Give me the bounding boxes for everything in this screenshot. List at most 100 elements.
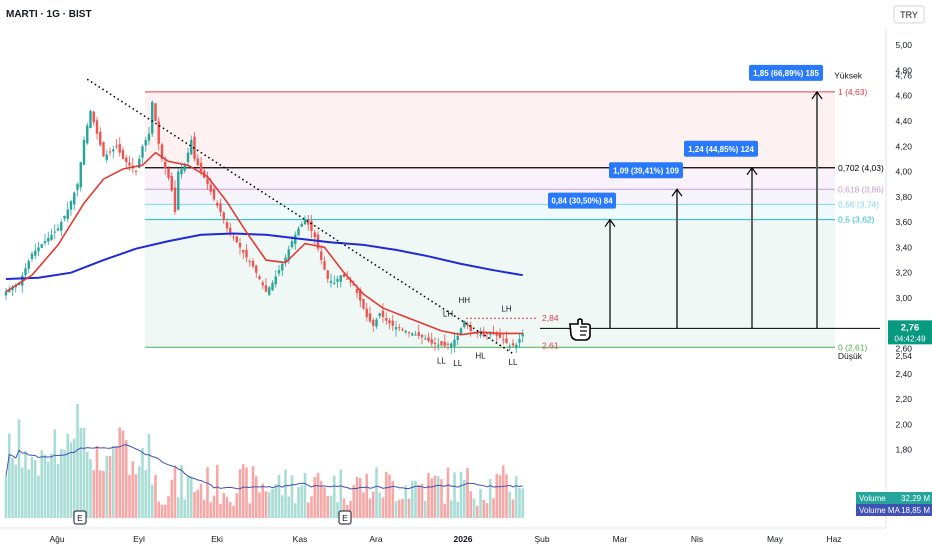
- candle-body: [105, 154, 108, 160]
- candle-body: [164, 161, 167, 169]
- volume-bar: [228, 502, 232, 518]
- candle-body: [365, 308, 368, 317]
- fib-level-label: 1 (4,63): [838, 87, 867, 97]
- time-tick-label: Ara: [369, 534, 383, 544]
- volume-bar: [33, 459, 37, 518]
- target-box-label: 1,24 (44,85%) 124: [688, 145, 754, 154]
- volume-bar: [141, 447, 144, 518]
- candle-body: [102, 142, 105, 157]
- volume-bar: [501, 465, 505, 518]
- target-arrow-head: [746, 166, 758, 176]
- volume-bar: [157, 501, 161, 518]
- volume-bar: [222, 493, 226, 518]
- candle-body: [355, 288, 359, 293]
- volume-bar: [453, 472, 456, 518]
- candle-body: [307, 220, 310, 225]
- volume-bar: [102, 471, 105, 518]
- fib-level-label: 0,5 (3,62): [838, 215, 875, 225]
- time-tick-label: Ağu: [49, 534, 64, 544]
- candle-body: [242, 249, 245, 253]
- volume-bar: [92, 470, 96, 518]
- candle-body: [463, 320, 466, 328]
- candle-body: [134, 170, 138, 172]
- candle-body: [219, 203, 222, 213]
- volume-bar: [59, 449, 63, 518]
- candle-body: [121, 150, 125, 159]
- price-tick-label: 3,00: [895, 293, 912, 303]
- volume-bar: [290, 475, 294, 518]
- fibonacci-retracement[interactable]: 1 (4,63) 0,702 (4,03) 0,618 (3,86) 0,56 (3,…: [145, 87, 884, 352]
- time-tick-label: Haz: [826, 534, 841, 544]
- volume-bar: [163, 504, 167, 518]
- volume-bar: [495, 473, 499, 518]
- candle-body: [209, 184, 212, 192]
- volume-bar: [79, 427, 83, 518]
- volume-bar: [355, 476, 359, 518]
- volume-bar: [212, 495, 216, 518]
- time-tick-label: Nis: [691, 534, 703, 544]
- currency-label: TRY: [900, 10, 918, 20]
- candle-body: [196, 158, 199, 166]
- volume-bar: [69, 442, 73, 518]
- swing-label: LL: [453, 359, 462, 368]
- candle-body: [342, 274, 346, 278]
- price-tick-label: 3,80: [895, 192, 912, 202]
- candle-body: [388, 320, 391, 324]
- volume-pane: [4, 404, 525, 518]
- candle-body: [248, 261, 251, 263]
- current-price-badge: [888, 320, 932, 345]
- volume-bar: [193, 491, 196, 518]
- volume-bar: [420, 483, 424, 518]
- volume-bar: [4, 475, 8, 518]
- volume-bar: [235, 493, 239, 518]
- volume-bar: [115, 446, 118, 518]
- volume-bar: [459, 471, 463, 518]
- volume-bar: [232, 505, 235, 518]
- volume-bar: [72, 438, 76, 518]
- volume-bar: [111, 445, 115, 518]
- candle-body: [411, 333, 414, 336]
- volume-bar: [414, 480, 417, 518]
- candle-body: [378, 313, 381, 317]
- candle-body: [310, 221, 313, 231]
- candle-body: [437, 344, 440, 346]
- candle-body: [95, 120, 99, 134]
- volume-bar: [284, 469, 287, 518]
- candle-body: [349, 281, 352, 283]
- volume-bar: [17, 419, 21, 518]
- volume-bar: [137, 466, 141, 518]
- swing-label: HH: [458, 296, 470, 305]
- volume-bar: [11, 458, 14, 518]
- volume-bar: [14, 464, 18, 518]
- volume-bar: [430, 478, 434, 518]
- candle-body: [320, 251, 323, 261]
- high-label: Yüksek: [834, 70, 863, 80]
- fib-level-label: 0,702 (4,03): [838, 163, 884, 173]
- candle-body: [86, 125, 89, 144]
- volume-bar: [108, 455, 112, 518]
- earnings-marker: [73, 510, 87, 525]
- volume-bar: [485, 503, 489, 518]
- candle-body: [40, 244, 43, 248]
- candle-body: [167, 168, 170, 178]
- volume-bar: [472, 498, 476, 518]
- candle-body: [56, 228, 60, 231]
- price-tick-label: 3,60: [895, 217, 912, 227]
- volume-bar: [297, 487, 300, 518]
- volume-bar: [397, 499, 401, 518]
- volume-bar: [173, 466, 177, 518]
- downtrend-line: [86, 78, 514, 355]
- candle-body: [186, 152, 190, 163]
- candle-body: [303, 219, 307, 225]
- swing-label: LH: [443, 310, 453, 319]
- target-arrow-head: [604, 218, 616, 227]
- candle-body: [521, 333, 524, 337]
- volume-bar: [407, 498, 411, 518]
- volume-bar: [303, 472, 307, 518]
- candle-body: [372, 320, 375, 326]
- currency-box[interactable]: [893, 5, 925, 24]
- volume-bar: [264, 491, 268, 518]
- time-tick-label: May: [767, 534, 784, 544]
- candle-body: [264, 285, 268, 292]
